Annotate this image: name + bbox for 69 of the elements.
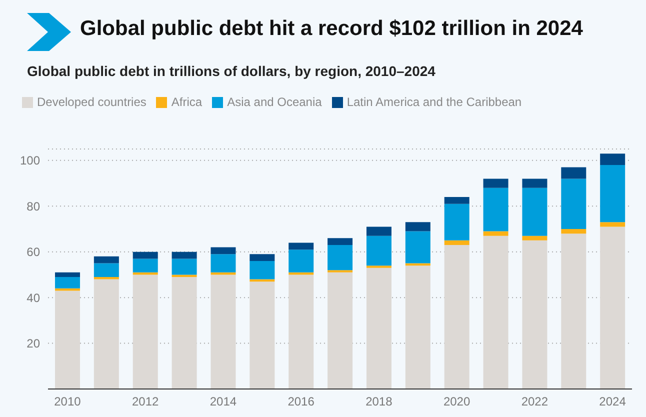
bar: [483, 231, 508, 236]
bar: [483, 236, 508, 389]
bar: [172, 252, 197, 259]
bar: [600, 226, 626, 389]
bar: [132, 258, 158, 272]
bar: [210, 254, 236, 272]
x-tick-label: 2014: [210, 394, 237, 409]
bar: [600, 154, 626, 165]
bar: [132, 274, 158, 389]
bar: [600, 222, 626, 227]
bar: [366, 236, 392, 266]
legend-label: Developed countries: [37, 95, 146, 109]
chart-title: Global public debt hit a record $102 trillion in 2024: [80, 17, 583, 41]
bar: [444, 204, 470, 240]
bar: [55, 290, 80, 389]
y-tick-label: 60: [26, 245, 40, 260]
bar: [288, 274, 314, 389]
y-tick-label: 80: [26, 199, 40, 214]
x-tick-label: 2020: [443, 394, 470, 409]
bar: [328, 238, 353, 245]
bar: [55, 277, 80, 288]
bar: [522, 188, 548, 236]
x-tick-label: 2024: [599, 394, 626, 409]
bar: [55, 272, 80, 277]
bar: [366, 268, 392, 389]
bar: [94, 256, 119, 264]
bar: [288, 250, 314, 272]
bar: [561, 229, 586, 234]
chart-subtitle: Global public debt in trillions of dollars, by region, 2010–2024: [27, 63, 436, 79]
bar: [561, 234, 586, 389]
bar: [328, 245, 353, 270]
x-tick-label: 2022: [521, 394, 548, 409]
y-tick-label: 20: [26, 336, 40, 351]
bar: [172, 277, 197, 389]
x-tick-label: 2010: [54, 394, 82, 409]
bar: [561, 178, 586, 229]
legend-label: Asia and Oceania: [227, 95, 322, 109]
bar: [132, 252, 158, 259]
bar: [444, 197, 470, 204]
bar: [366, 226, 392, 236]
bar: [522, 236, 548, 240]
bar: [444, 240, 470, 245]
bar: [483, 178, 508, 188]
bar: [172, 258, 197, 275]
bar: [522, 178, 548, 188]
bar: [288, 242, 314, 250]
bar: [600, 165, 626, 222]
bar: [405, 222, 430, 232]
y-tick-label: 100: [20, 154, 40, 168]
y-tick-label: 40: [26, 290, 40, 305]
bar: [328, 272, 353, 389]
bar: [210, 247, 236, 254]
bar: [94, 279, 119, 389]
bar: [250, 254, 275, 261]
bar: [210, 274, 236, 389]
bar: [94, 263, 119, 277]
bar: [250, 261, 275, 280]
bar: [561, 167, 586, 179]
bar: [405, 266, 430, 389]
x-tick-label: 2012: [132, 394, 160, 409]
bar: [444, 245, 470, 389]
bar: [250, 282, 275, 389]
x-tick-label: 2016: [288, 394, 315, 409]
x-tick-label: 2018: [366, 394, 393, 409]
bar: [483, 188, 508, 232]
bar: [522, 240, 548, 389]
legend-label: Africa: [171, 95, 202, 109]
bar: [405, 231, 430, 264]
legend-label: Latin America and the Caribbean: [346, 95, 522, 109]
